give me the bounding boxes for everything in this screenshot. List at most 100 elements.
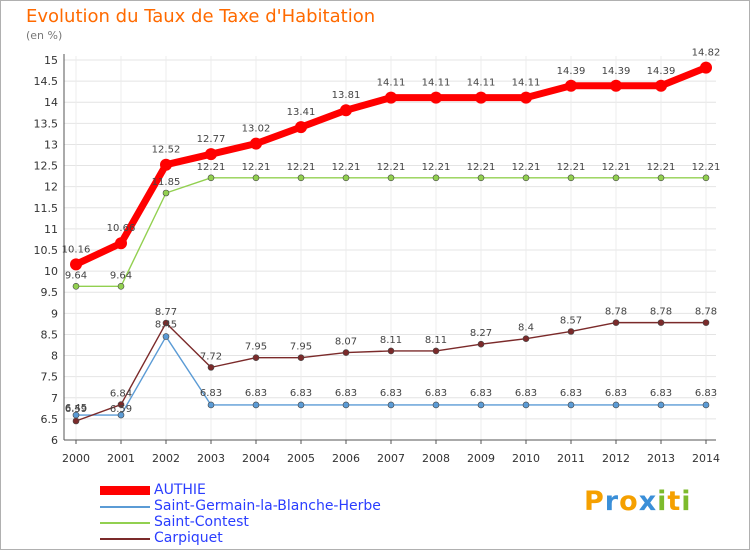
logo-letter: x <box>638 486 658 517</box>
data-point <box>162 189 170 197</box>
data-label: 8.11 <box>380 335 402 346</box>
x-tick-label: 2000 <box>62 452 90 465</box>
data-label: 9.64 <box>65 270 87 281</box>
data-label: 10.66 <box>107 223 136 234</box>
y-tick-label: 12 <box>44 181 58 194</box>
x-tick-label: 2004 <box>242 452 270 465</box>
data-point <box>162 319 170 327</box>
data-point <box>387 347 395 355</box>
x-tick-label: 2012 <box>602 452 630 465</box>
data-point <box>252 354 260 361</box>
data-point <box>207 174 215 182</box>
data-point <box>205 148 217 161</box>
data-point <box>432 174 440 182</box>
data-label: 12.21 <box>602 162 631 173</box>
legend-swatch <box>100 538 150 540</box>
y-tick-label: 13 <box>44 138 58 151</box>
y-tick-label: 6.5 <box>41 413 59 426</box>
data-label: 6.45 <box>65 403 87 414</box>
data-point <box>252 174 260 182</box>
legend-label: Saint-Germain-la-Blanche-Herbe <box>154 498 381 514</box>
data-point <box>700 61 712 74</box>
data-label: 12.52 <box>152 145 181 156</box>
y-tick-label: 15 <box>44 54 58 67</box>
data-label: 6.84 <box>110 389 132 400</box>
legend-swatch <box>100 486 150 495</box>
data-label: 7.95 <box>290 342 312 353</box>
data-point <box>297 174 305 182</box>
data-label: 8.27 <box>470 328 492 339</box>
data-label: 11.85 <box>152 177 181 188</box>
data-label: 8.78 <box>695 307 717 318</box>
data-point <box>115 237 127 250</box>
y-tick-label: 8.5 <box>41 328 59 341</box>
data-point <box>342 401 350 409</box>
y-tick-label: 13.5 <box>34 117 59 130</box>
x-tick-label: 2011 <box>557 452 585 465</box>
data-point <box>522 335 530 342</box>
data-point <box>475 91 487 104</box>
data-point <box>252 401 260 409</box>
data-label: 6.83 <box>470 388 492 399</box>
y-tick-label: 11 <box>44 223 58 236</box>
data-label: 14.82 <box>692 48 721 59</box>
logo-letter: P <box>584 486 605 517</box>
data-point <box>657 319 665 326</box>
data-label: 12.21 <box>512 162 541 173</box>
x-tick-label: 2013 <box>647 452 675 465</box>
data-point <box>520 91 532 104</box>
data-point <box>340 104 352 117</box>
data-point <box>702 401 710 409</box>
proxiti-logo: Proxiti <box>584 486 692 517</box>
data-point <box>342 174 350 182</box>
data-label: 6.83 <box>200 388 222 399</box>
logo-letter: o <box>619 486 639 517</box>
data-label: 6.83 <box>695 388 717 399</box>
y-tick-label: 6 <box>51 434 58 447</box>
data-label: 6.83 <box>245 388 267 399</box>
x-tick-label: 2007 <box>377 452 405 465</box>
y-tick-label: 14.5 <box>34 75 59 88</box>
data-label: 14.11 <box>467 78 496 89</box>
y-tick-label: 10 <box>44 265 58 278</box>
y-tick-label: 9 <box>51 307 58 320</box>
data-label: 8.77 <box>155 307 177 318</box>
data-label: 13.81 <box>332 90 361 101</box>
data-point <box>207 364 215 371</box>
data-label: 12.77 <box>197 134 226 145</box>
data-point <box>567 328 575 335</box>
y-tick-label: 8 <box>51 350 58 363</box>
data-label: 12.21 <box>197 162 226 173</box>
data-label: 12.21 <box>422 162 451 173</box>
data-point <box>72 283 80 290</box>
data-label: 12.21 <box>242 162 271 173</box>
data-label: 14.39 <box>557 66 586 77</box>
x-tick-label: 2001 <box>107 452 135 465</box>
data-label: 8.45 <box>155 320 177 331</box>
data-point <box>70 258 82 271</box>
x-tick-label: 2003 <box>197 452 225 465</box>
data-point <box>477 340 485 348</box>
x-tick-label: 2002 <box>152 452 180 465</box>
data-label: 6.83 <box>650 388 672 399</box>
data-point <box>432 401 440 409</box>
data-point <box>117 401 125 408</box>
data-label: 12.21 <box>377 162 406 173</box>
data-label: 12.21 <box>287 162 316 173</box>
y-tick-label: 14 <box>44 96 58 109</box>
logo-letter: i <box>681 486 692 517</box>
data-point <box>342 349 350 356</box>
data-point <box>612 174 620 182</box>
data-label: 13.02 <box>242 124 271 135</box>
y-tick-label: 10.5 <box>34 244 59 257</box>
data-point <box>702 174 710 182</box>
x-tick-label: 2014 <box>692 452 720 465</box>
legend-swatch <box>100 522 150 524</box>
data-label: 12.21 <box>647 162 676 173</box>
plot-area <box>64 56 716 440</box>
data-point <box>522 174 530 182</box>
y-axis-unit: (en %) <box>26 29 63 42</box>
data-label: 14.11 <box>422 78 451 89</box>
legend-label: Saint-Contest <box>154 514 249 530</box>
